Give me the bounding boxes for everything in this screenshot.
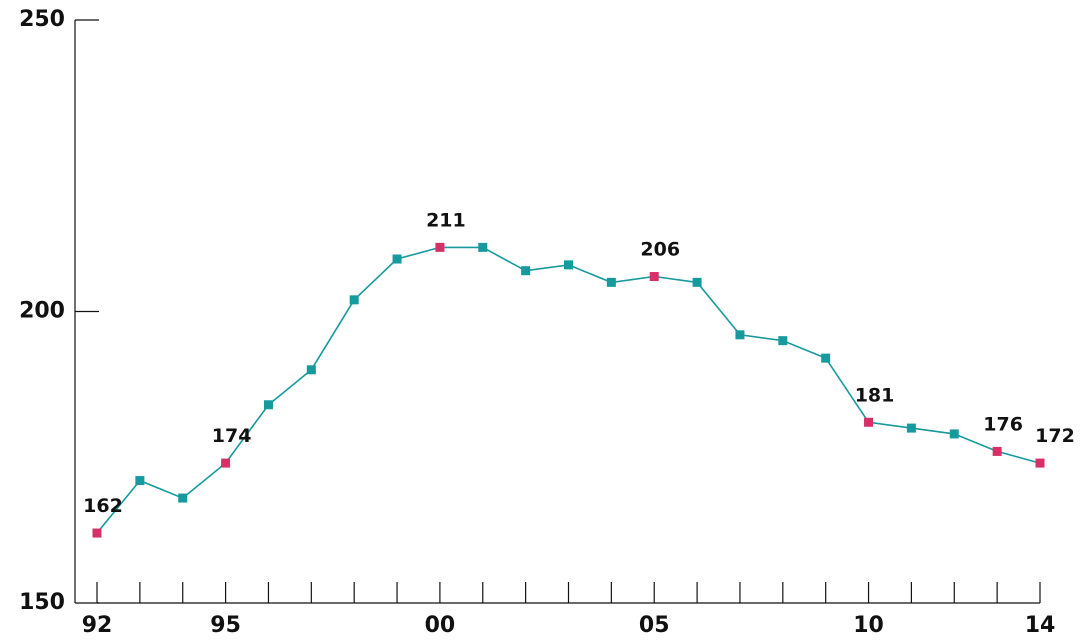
data-label: 174 — [212, 425, 252, 447]
highlight-point — [1035, 458, 1045, 468]
data-point — [306, 365, 316, 375]
data-point — [949, 429, 959, 439]
data-point — [178, 493, 188, 503]
data-point — [692, 277, 702, 287]
highlight-point — [221, 458, 231, 468]
data-point — [478, 242, 488, 252]
x-tick-label: 05 — [639, 613, 670, 638]
data-point — [906, 423, 916, 433]
data-label: 172 — [1035, 425, 1075, 447]
series-line — [96, 246, 1041, 534]
data-point — [263, 400, 273, 410]
data-point — [778, 336, 788, 346]
data-point — [349, 295, 359, 305]
data-label: 181 — [855, 384, 895, 406]
highlight-point — [649, 272, 659, 282]
x-tick-label: 92 — [82, 613, 113, 638]
y-tick-label: 150 — [19, 590, 65, 615]
data-point — [606, 277, 616, 287]
y-tick-label: 250 — [19, 7, 65, 32]
y-tick-label: 200 — [19, 299, 65, 324]
x-tick-label: 14 — [1025, 613, 1056, 638]
data-point — [521, 266, 531, 276]
data-label: 162 — [83, 495, 123, 517]
x-tick-label: 10 — [853, 613, 884, 638]
x-axis: 92 95 00 05 10 14 — [82, 582, 1056, 638]
data-labels: 162 174 211 206 181 176 172 — [83, 209, 1075, 517]
highlight-point — [864, 417, 874, 427]
data-point — [735, 330, 745, 340]
data-markers — [92, 242, 1045, 538]
data-point — [821, 353, 831, 363]
highlight-point — [435, 242, 445, 252]
data-label: 211 — [426, 209, 466, 231]
data-label: 206 — [640, 239, 680, 261]
x-tick-label: 00 — [425, 613, 456, 638]
series-path — [96, 246, 1041, 534]
highlight-point — [92, 528, 102, 538]
data-point — [564, 260, 573, 270]
data-point — [135, 476, 145, 486]
highlight-point — [992, 446, 1002, 456]
data-label: 176 — [983, 413, 1023, 435]
data-point — [392, 254, 402, 264]
y-axis: 150 200 250 — [19, 7, 99, 615]
x-tick-label: 95 — [210, 613, 241, 638]
